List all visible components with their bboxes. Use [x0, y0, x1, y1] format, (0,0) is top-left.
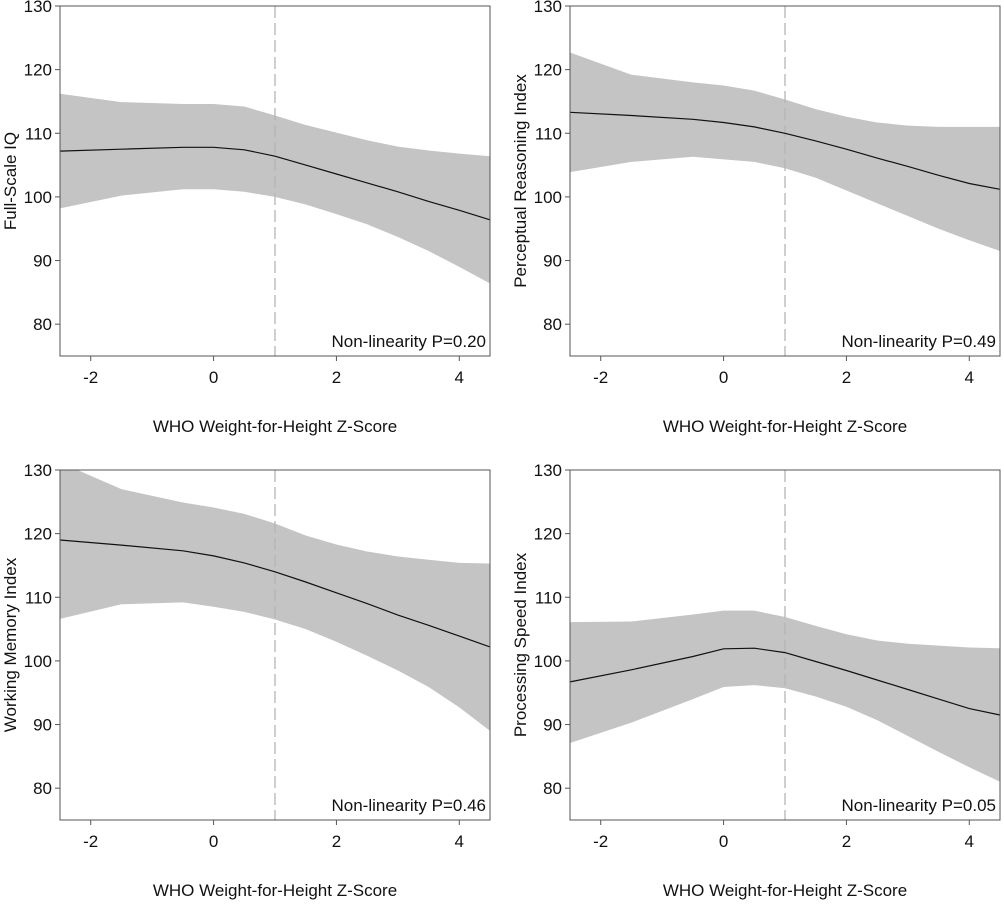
- plot-frame: [59, 469, 491, 821]
- panel-working-memory: 80 90 100 110 120 130 -2 0 2 4 WHO Weight-for-Heig…: [1, 461, 491, 900]
- y-tick-label: 130: [24, 0, 52, 16]
- y-tick-label: 100: [24, 652, 52, 671]
- x-tick-label: -2: [83, 832, 98, 851]
- x-tick-label: 2: [842, 832, 851, 851]
- x-tick-label: -2: [593, 368, 608, 387]
- plot-frame: [59, 5, 491, 357]
- y-tick-label: 80: [543, 315, 562, 334]
- y-tick-label: 90: [33, 252, 52, 271]
- y-tick-label: 90: [33, 716, 52, 735]
- y-tick-label: 100: [24, 188, 52, 207]
- x-tick-label: 0: [209, 368, 218, 387]
- x-tick-label: 0: [209, 832, 218, 851]
- fitted-line: [569, 647, 1001, 716]
- y-tick-label: 110: [25, 124, 52, 143]
- nonlinearity-annotation: Non-linearity P=0.46: [331, 796, 486, 815]
- x-tick-label: 4: [455, 368, 464, 387]
- fitted-line: [59, 539, 491, 648]
- y-tick-label: 100: [534, 652, 562, 671]
- x-tick-label: 4: [965, 832, 974, 851]
- x-tick-label: 4: [965, 368, 974, 387]
- y-axis-label: Perceptual Reasoning Index: [511, 74, 530, 288]
- fitted-line: [59, 146, 491, 221]
- x-tick-label: 0: [719, 368, 728, 387]
- y-tick-label: 110: [535, 588, 562, 607]
- y-tick-label: 110: [535, 124, 562, 143]
- panel-perceptual-reasoning: 80 90 100 110 120 130 -2 0 2 4 WHO Weight-for-Heig…: [511, 0, 1001, 436]
- x-tick-label: 4: [455, 832, 464, 851]
- y-tick-label: 80: [33, 779, 52, 798]
- x-tick-label: -2: [593, 832, 608, 851]
- y-axis-label: Working Memory Index: [1, 557, 20, 732]
- x-axis-label: WHO Weight-for-Height Z-Score: [663, 881, 907, 900]
- y-tick-label: 90: [543, 252, 562, 271]
- confidence-band: [570, 610, 1000, 782]
- y-tick-label: 80: [543, 779, 562, 798]
- x-tick-label: -2: [83, 368, 98, 387]
- nonlinearity-annotation: Non-linearity P=0.49: [841, 332, 996, 351]
- confidence-band: [60, 93, 490, 284]
- x-tick-label: 2: [332, 832, 341, 851]
- plot-frame: [569, 5, 1001, 357]
- y-tick-label: 120: [534, 61, 562, 80]
- x-tick-label: 2: [332, 368, 341, 387]
- plot-frame: [569, 469, 1001, 821]
- y-tick-label: 120: [24, 61, 52, 80]
- panel-processing-speed: 80 90 100 110 120 130 -2 0 2 4 WHO Weight-for-Heig…: [511, 461, 1001, 900]
- x-axis-label: WHO Weight-for-Height Z-Score: [153, 881, 397, 900]
- y-tick-label: 100: [534, 188, 562, 207]
- y-tick-label: 110: [25, 588, 52, 607]
- x-tick-label: 2: [842, 368, 851, 387]
- x-axis-label: WHO Weight-for-Height Z-Score: [153, 417, 397, 436]
- y-axis-label: Full-Scale IQ: [1, 132, 20, 230]
- x-tick-label: 0: [719, 832, 728, 851]
- y-tick-label: 80: [33, 315, 52, 334]
- y-axis-label: Processing Speed Index: [511, 552, 530, 737]
- y-tick-label: 120: [24, 525, 52, 544]
- panel-full-scale-iq: 80 90 100 110 120 130 -2 0 2 4 WHO Weight-for-Heig…: [1, 0, 491, 436]
- fitted-line: [569, 111, 1001, 190]
- y-tick-label: 130: [534, 461, 562, 480]
- y-tick-label: 90: [543, 716, 562, 735]
- y-tick-label: 130: [534, 0, 562, 16]
- nonlinearity-annotation: Non-linearity P=0.05: [841, 796, 996, 815]
- x-axis-label: WHO Weight-for-Height Z-Score: [663, 417, 907, 436]
- y-tick-label: 120: [534, 525, 562, 544]
- y-tick-label: 130: [24, 461, 52, 480]
- nonlinearity-annotation: Non-linearity P=0.20: [331, 332, 486, 351]
